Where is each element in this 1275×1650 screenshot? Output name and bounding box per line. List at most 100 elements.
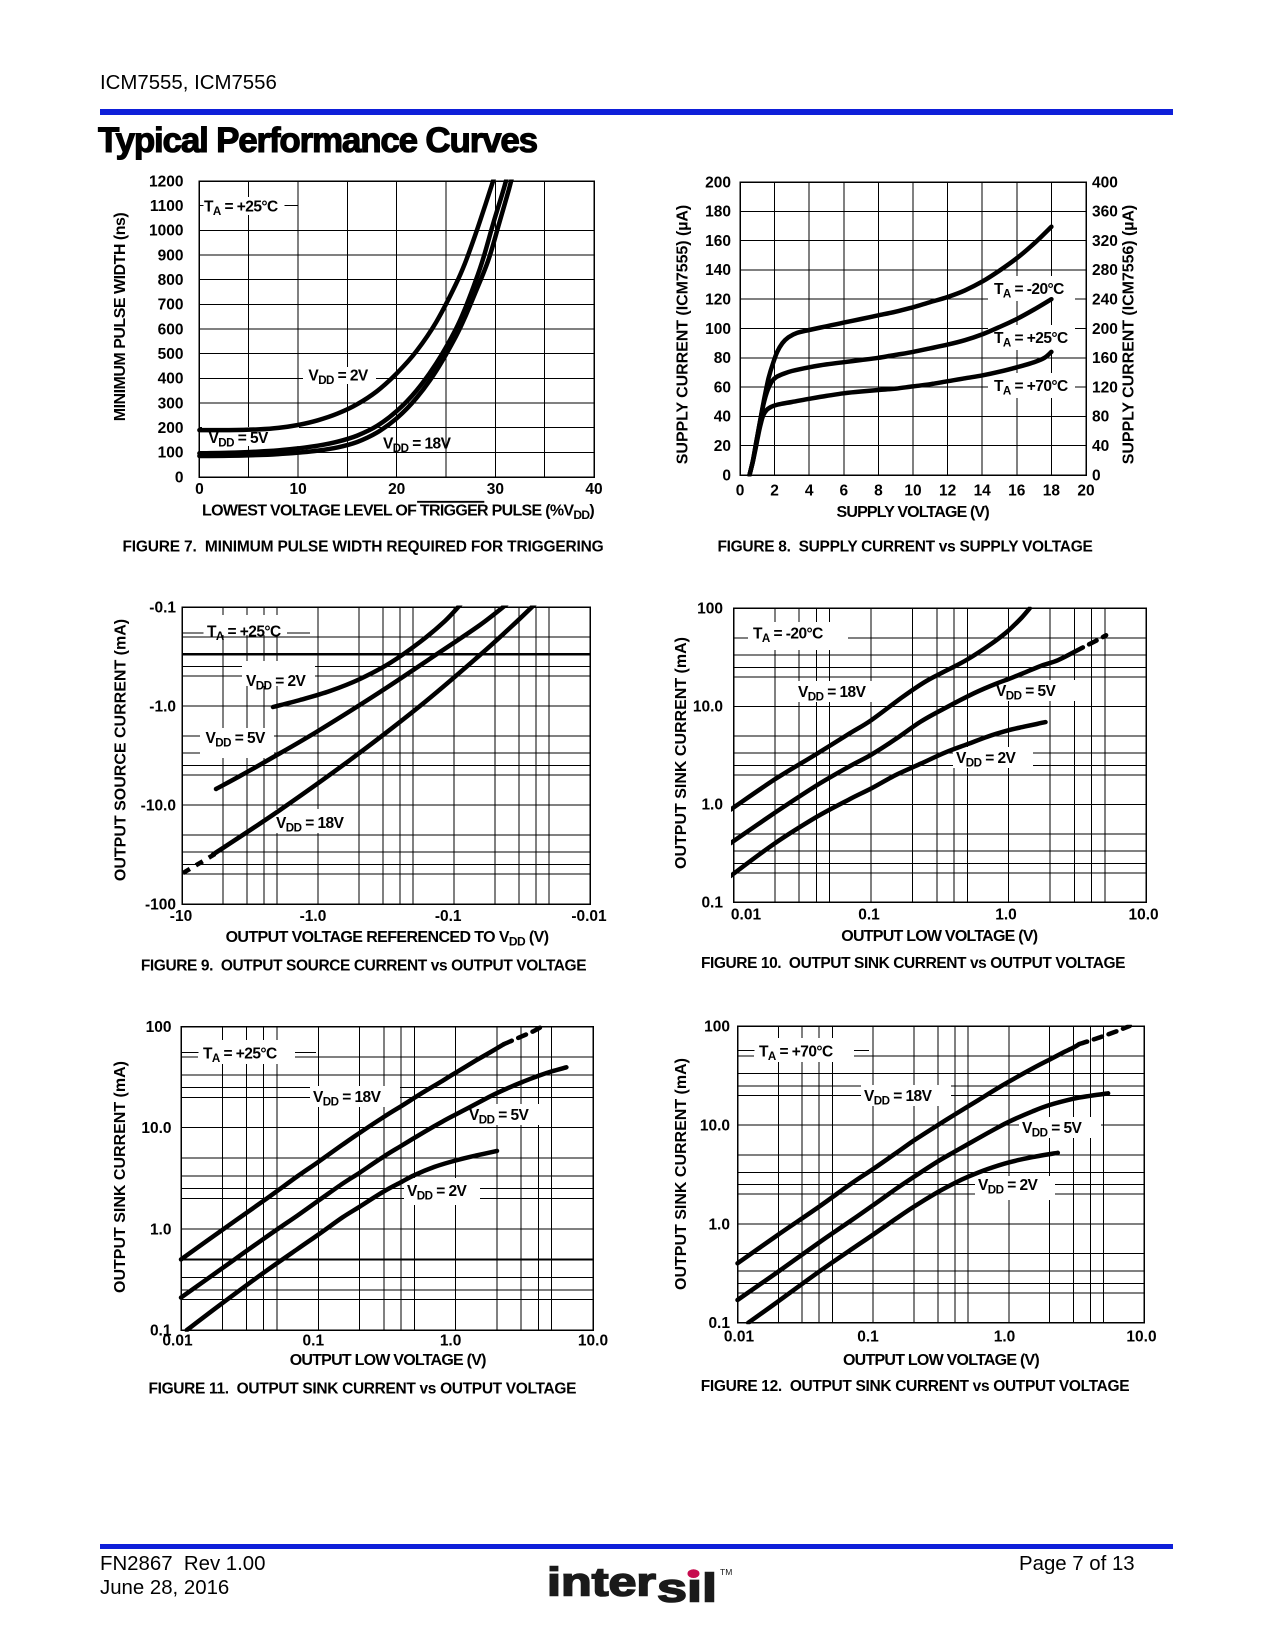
svg-text:0.1: 0.1: [857, 1328, 879, 1345]
svg-text:1100: 1100: [150, 198, 184, 215]
svg-text:1.0: 1.0: [440, 1332, 462, 1349]
svg-text:1200: 1200: [149, 173, 183, 190]
svg-text:inter: inter: [547, 1561, 656, 1605]
svg-text:0: 0: [736, 483, 745, 500]
svg-text:16: 16: [1008, 483, 1026, 500]
svg-text:8: 8: [874, 483, 883, 500]
svg-text:1000: 1000: [149, 223, 183, 240]
svg-text:18: 18: [1043, 483, 1061, 500]
svg-text:TA​ = +25°C: TA​ = +25°C: [204, 199, 278, 219]
svg-text:0.01: 0.01: [724, 1328, 755, 1345]
svg-text:SUPPLY VOLTAGE (V): SUPPLY VOLTAGE (V): [837, 504, 990, 521]
svg-text:40: 40: [714, 409, 731, 426]
svg-text:10.0: 10.0: [1129, 907, 1159, 924]
svg-text:OUTPUT SINK CURRENT (mA): OUTPUT SINK CURRENT (mA): [673, 1058, 690, 1290]
svg-text:100: 100: [697, 601, 723, 618]
svg-text:-0.1: -0.1: [435, 908, 462, 925]
svg-text:0.1: 0.1: [708, 1315, 730, 1332]
svg-text:LOWEST VOLTAGE LEVEL OF TRIGGE: LOWEST VOLTAGE LEVEL OF TRIGGER PULSE (%…: [202, 503, 594, 523]
svg-text:120: 120: [1092, 379, 1118, 396]
svg-text:-100: -100: [145, 896, 176, 913]
svg-text:700: 700: [158, 297, 184, 314]
svg-text:TM: TM: [720, 1567, 732, 1577]
svg-text:500: 500: [158, 346, 184, 363]
svg-text:180: 180: [705, 204, 731, 221]
svg-text:FIGURE 9. OUTPUT SOURCE CURRE: FIGURE 9. OUTPUT SOURCE CURRENT vs OUTPU…: [141, 958, 586, 975]
svg-text:SUPPLY CURRENT (ICM7555) (µA): SUPPLY CURRENT (ICM7555) (µA): [675, 205, 692, 464]
svg-text:40: 40: [585, 481, 602, 498]
svg-text:OUTPUT VOLTAGE REFERENCED TO V: OUTPUT VOLTAGE REFERENCED TO VDD​ (V): [226, 929, 549, 949]
svg-text:12: 12: [939, 483, 956, 500]
svg-text:-10.0: -10.0: [141, 797, 176, 814]
svg-text:10.0: 10.0: [693, 699, 723, 716]
svg-text:-0.01: -0.01: [571, 908, 607, 925]
svg-text:0.01: 0.01: [162, 1332, 193, 1349]
svg-text:OUTPUT LOW VOLTAGE (V): OUTPUT LOW VOLTAGE (V): [841, 928, 1037, 945]
svg-text:0: 0: [175, 469, 184, 486]
svg-text:TA​ = -20°C: TA​ = -20°C: [994, 281, 1064, 301]
svg-text:4: 4: [805, 483, 814, 500]
svg-text:OUTPUT LOW VOLTAGE (V): OUTPUT LOW VOLTAGE (V): [290, 1352, 486, 1369]
svg-text:OUTPUT LOW VOLTAGE (V): OUTPUT LOW VOLTAGE (V): [843, 1352, 1039, 1369]
svg-text:200: 200: [705, 174, 731, 191]
svg-text:TA​ = +25°C: TA​ = +25°C: [994, 330, 1068, 350]
svg-text:1.0: 1.0: [994, 1328, 1016, 1345]
svg-text:10.0: 10.0: [578, 1332, 608, 1349]
svg-text:800: 800: [158, 272, 184, 289]
svg-text:360: 360: [1092, 204, 1118, 221]
svg-text:2: 2: [770, 483, 779, 500]
svg-text:0: 0: [722, 467, 731, 484]
svg-text:320: 320: [1092, 233, 1118, 250]
svg-text:1.0: 1.0: [995, 907, 1017, 924]
svg-text:0.1: 0.1: [858, 907, 880, 924]
svg-text:FIGURE 7. MINIMUM PULSE WIDTH: FIGURE 7. MINIMUM PULSE WIDTH REQUIRED F…: [122, 539, 603, 556]
svg-text:1.0: 1.0: [150, 1221, 172, 1238]
svg-text:0.01: 0.01: [731, 907, 762, 924]
svg-text:10: 10: [289, 481, 306, 498]
svg-text:0.1: 0.1: [701, 895, 723, 912]
svg-text:10.0: 10.0: [700, 1117, 730, 1134]
svg-text:100: 100: [146, 1019, 172, 1036]
svg-text:FIGURE 12. OUTPUT SINK CURREN: FIGURE 12. OUTPUT SINK CURRENT vs OUTPUT…: [701, 1378, 1130, 1395]
svg-text:600: 600: [158, 321, 184, 338]
svg-text:20: 20: [388, 481, 405, 498]
svg-text:300: 300: [158, 395, 184, 412]
svg-text:100: 100: [158, 445, 184, 462]
svg-text:14: 14: [974, 483, 992, 500]
svg-text:1.0: 1.0: [708, 1216, 730, 1233]
svg-text:-1.0: -1.0: [149, 698, 176, 715]
svg-text:6: 6: [839, 483, 848, 500]
svg-text:280: 280: [1092, 262, 1118, 279]
svg-text:0: 0: [195, 481, 204, 498]
svg-text:900: 900: [158, 247, 184, 264]
svg-text:TA​ = +70°C: TA​ = +70°C: [759, 1044, 833, 1064]
svg-text:80: 80: [1092, 409, 1109, 426]
svg-text:TA​ = -20°C: TA​ = -20°C: [753, 626, 823, 646]
svg-text:20: 20: [1077, 483, 1094, 500]
svg-text:-1.0: -1.0: [300, 908, 327, 925]
svg-text:0.1: 0.1: [150, 1323, 172, 1340]
svg-text:160: 160: [705, 233, 731, 250]
svg-text:100: 100: [704, 1019, 730, 1036]
svg-text:TA​ = +25°C: TA​ = +25°C: [207, 624, 281, 644]
svg-text:200: 200: [158, 420, 184, 437]
svg-text:240: 240: [1092, 292, 1118, 309]
svg-text:10.0: 10.0: [1126, 1328, 1156, 1345]
svg-text:140: 140: [705, 262, 731, 279]
svg-text:-0.1: -0.1: [149, 599, 176, 616]
svg-text:10: 10: [904, 483, 921, 500]
svg-text:30: 30: [487, 481, 504, 498]
svg-text:OUTPUT SINK CURRENT (mA): OUTPUT SINK CURRENT (mA): [673, 637, 690, 869]
svg-text:FIGURE 11. OUTPUT SINK CURREN: FIGURE 11. OUTPUT SINK CURRENT vs OUTPUT…: [148, 1380, 576, 1397]
svg-text:-10: -10: [170, 908, 192, 925]
svg-text:0.1: 0.1: [303, 1332, 325, 1349]
svg-text:MINIMUM PULSE WIDTH (ns): MINIMUM PULSE WIDTH (ns): [112, 213, 129, 422]
svg-text:400: 400: [158, 371, 184, 388]
svg-text:FIGURE 10. OUTPUT SINK CURREN: FIGURE 10. OUTPUT SINK CURRENT vs OUTPUT…: [701, 955, 1125, 972]
svg-text:100: 100: [705, 321, 731, 338]
svg-text:FIGURE 8. SUPPLY CURRENT vs S: FIGURE 8. SUPPLY CURRENT vs SUPPLY VOLTA…: [718, 539, 1093, 556]
svg-text:OUTPUT SOURCE CURRENT (mA): OUTPUT SOURCE CURRENT (mA): [113, 619, 130, 881]
svg-text:160: 160: [1092, 350, 1118, 367]
svg-text:80: 80: [714, 350, 731, 367]
svg-text:60: 60: [714, 379, 731, 396]
